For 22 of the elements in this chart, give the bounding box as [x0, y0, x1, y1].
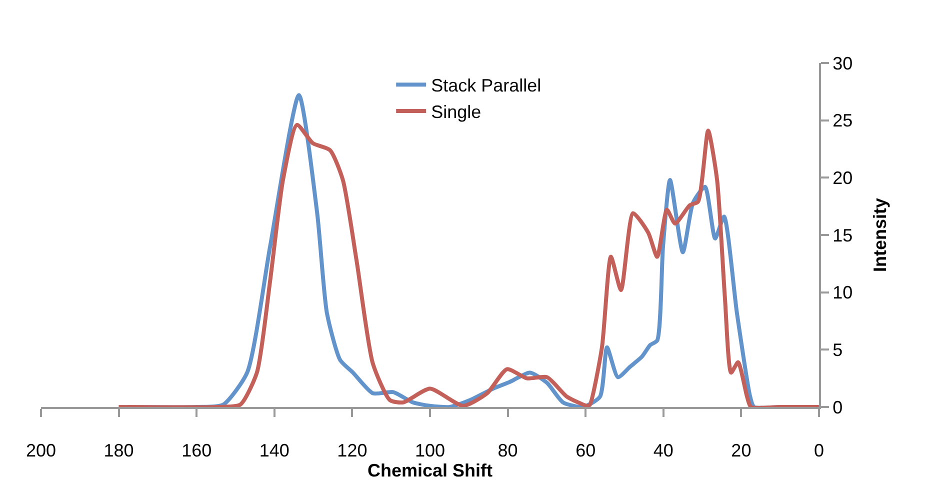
legend-label: Stack Parallel — [431, 76, 542, 96]
y-tick-label: 10 — [832, 282, 853, 303]
x-tick-label: 40 — [653, 440, 674, 461]
x-tick-label: 160 — [182, 440, 212, 461]
y-tick-label: 20 — [832, 168, 853, 188]
legend-label: Single — [431, 102, 482, 122]
x-tick-label: 60 — [576, 440, 596, 461]
x-tick-label: 180 — [104, 440, 134, 461]
x-tick-label: 140 — [259, 440, 290, 461]
y-tick-label: 0 — [832, 397, 843, 418]
x-tick-label: 200 — [26, 440, 56, 461]
y-tick-label: 25 — [832, 110, 853, 131]
y-tick-label: 30 — [832, 53, 853, 74]
x-tick-label: 100 — [414, 440, 446, 461]
y-tick-label: 5 — [832, 340, 843, 360]
x-axis-title: Chemical Shift — [367, 460, 493, 481]
y-axis-title: Intensity — [870, 198, 890, 272]
y-tick-label: 15 — [832, 225, 853, 246]
x-tick-label: 0 — [814, 440, 824, 461]
x-tick-label: 80 — [498, 440, 518, 461]
x-tick-label: 20 — [731, 440, 752, 461]
x-tick-label: 120 — [337, 440, 368, 461]
